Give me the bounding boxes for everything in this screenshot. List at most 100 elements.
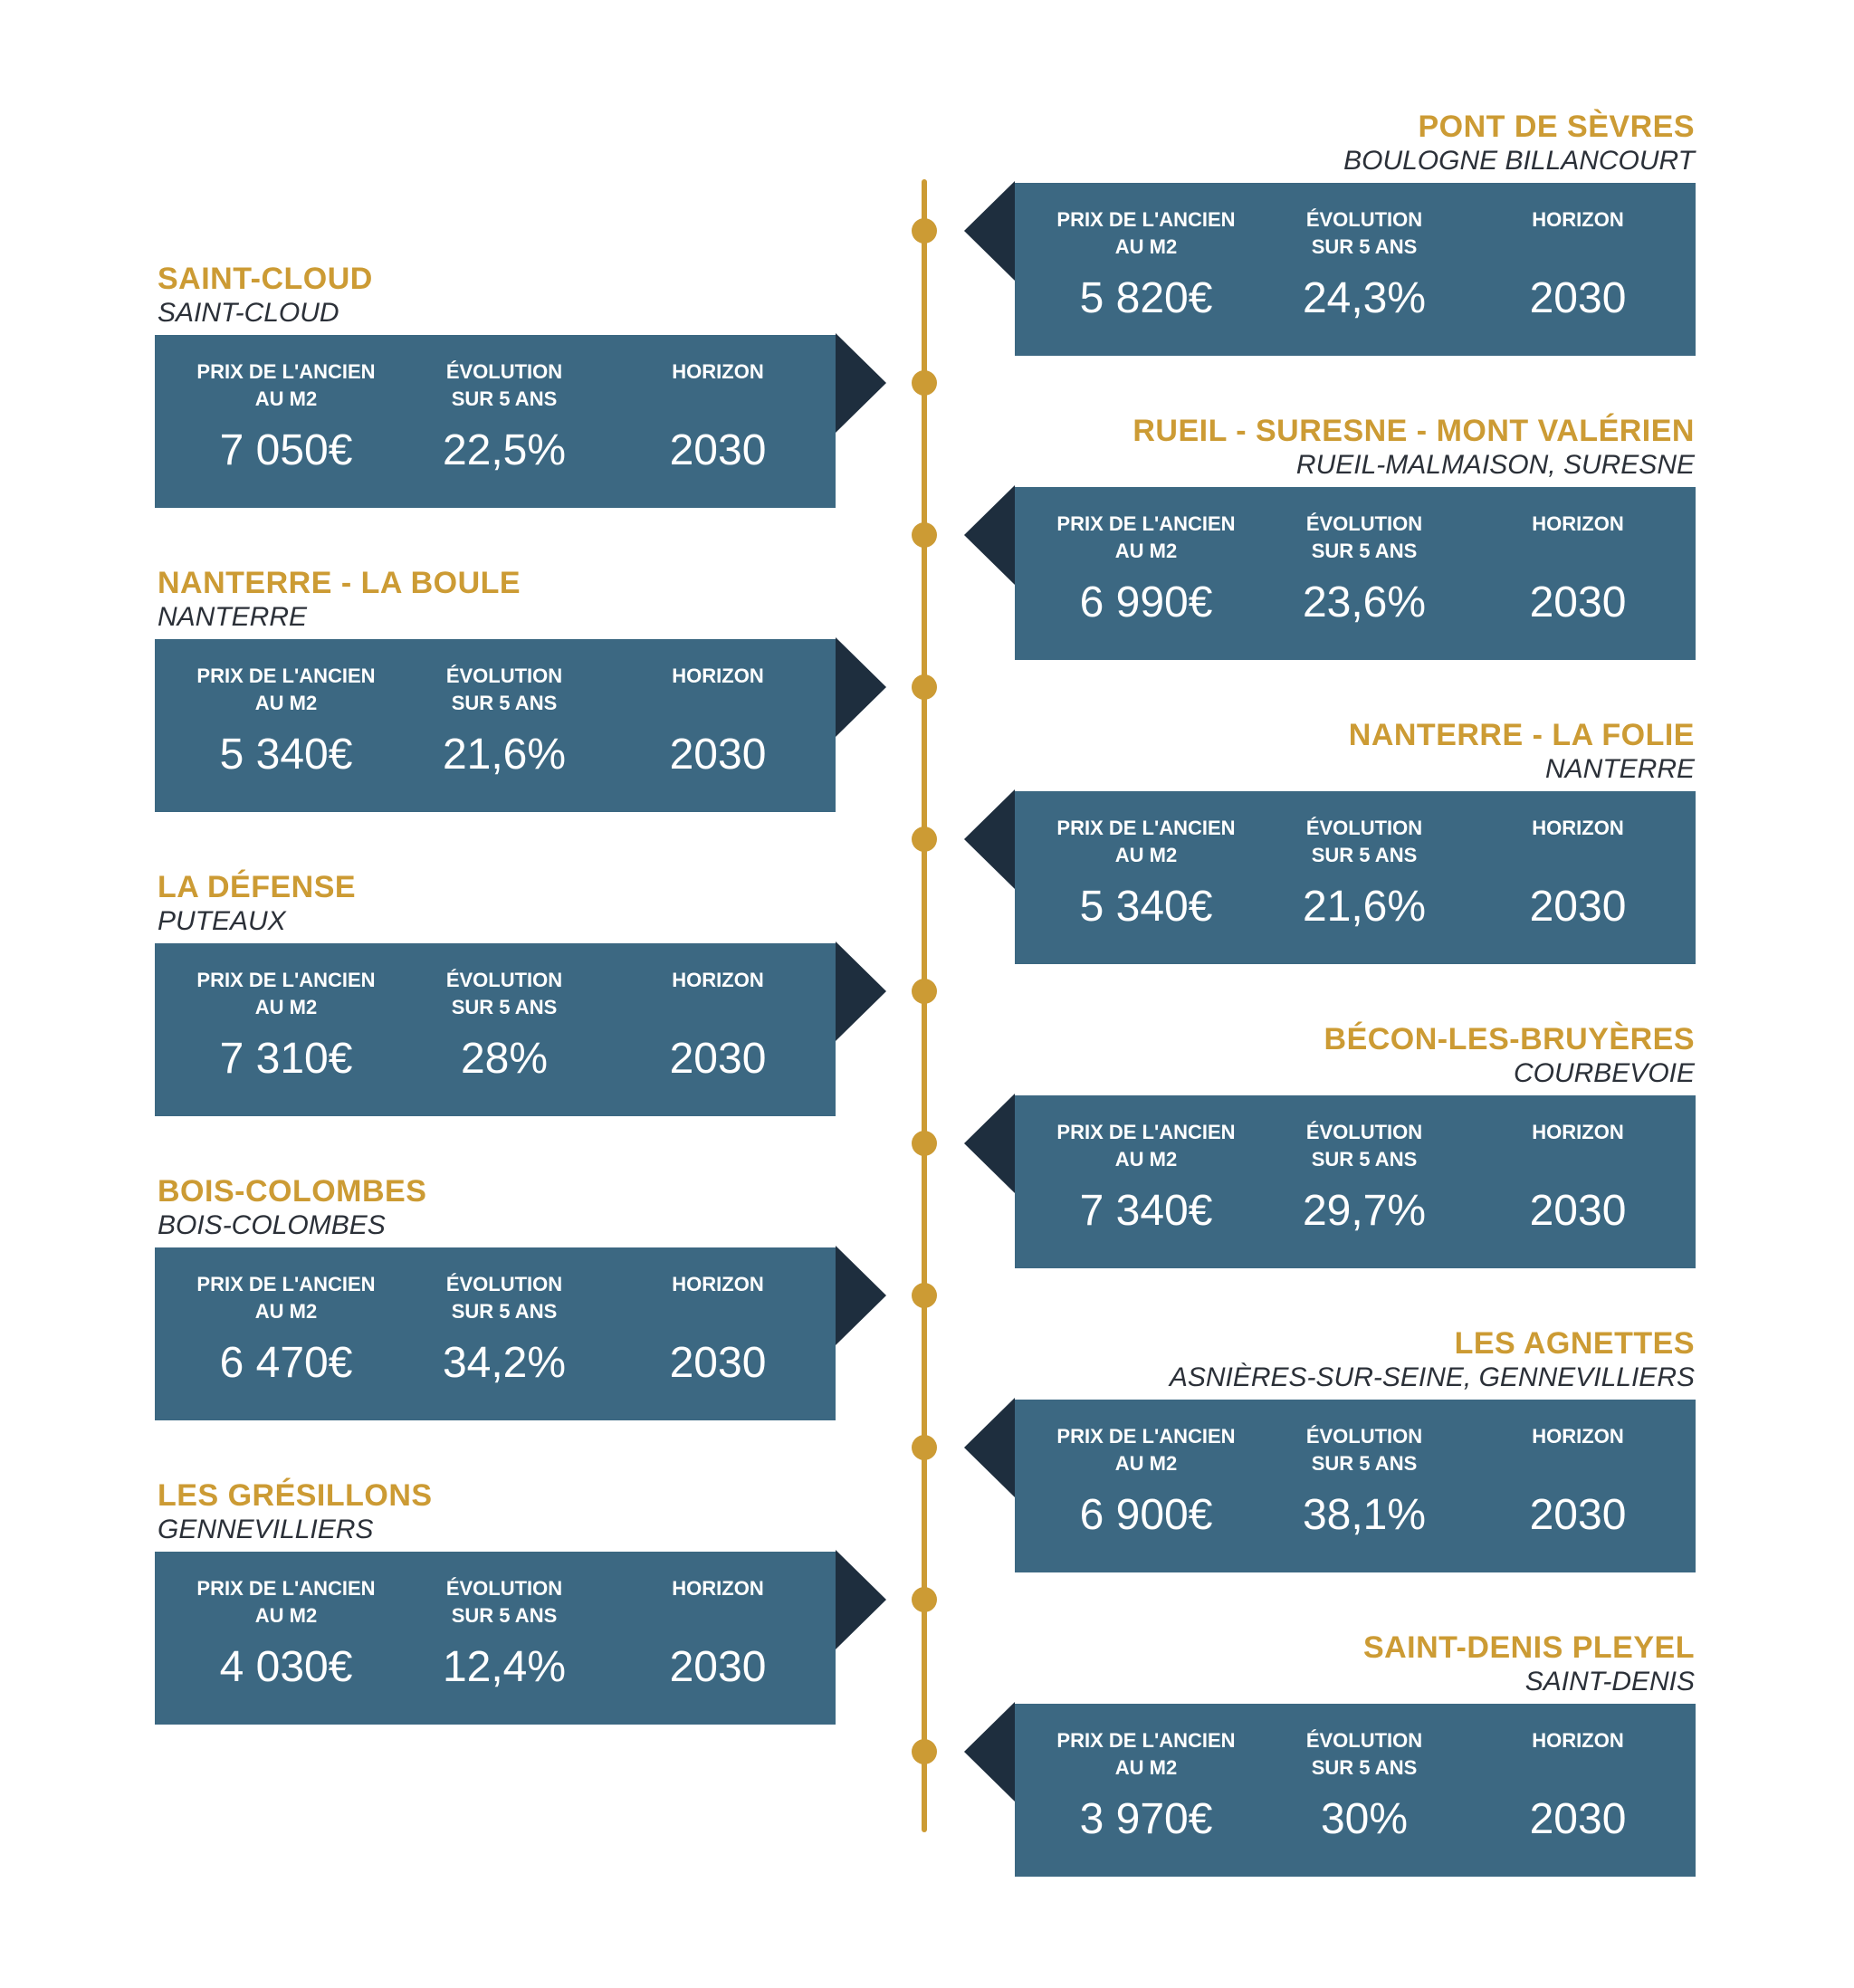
- evolution-label: ÉVOLUTION SUR 5 ANS: [445, 360, 563, 410]
- station-stats-box: PRIX DE L'ANCIEN AU M2 5 340€ ÉVOLUTION SU…: [1015, 791, 1696, 964]
- horizon-value: 2030: [1529, 1795, 1627, 1843]
- evolution-metric: ÉVOLUTION SUR 5 ANS 23,6%: [1256, 487, 1473, 660]
- evolution-metric: ÉVOLUTION SUR 5 ANS 21,6%: [396, 639, 613, 812]
- evolution-value: 28%: [460, 1035, 549, 1083]
- price-label: PRIX DE L'ANCIEN AU M2: [196, 1577, 376, 1627]
- price-metric: PRIX DE L'ANCIEN AU M2 7 050€: [177, 335, 395, 508]
- evolution-label: ÉVOLUTION SUR 5 ANS: [1305, 1121, 1423, 1171]
- price-metric: PRIX DE L'ANCIEN AU M2 7 310€: [177, 943, 395, 1116]
- station-subtitle: BOIS-COLOMBES: [158, 1210, 386, 1240]
- station-title: LES GRÉSILLONS: [158, 1478, 433, 1513]
- card-pointer-arrow: [964, 789, 1015, 889]
- station-stats-box: PRIX DE L'ANCIEN AU M2 3 970€ ÉVOLUTION SU…: [1015, 1704, 1696, 1877]
- price-label: PRIX DE L'ANCIEN AU M2: [196, 664, 376, 714]
- horizon-metric: HORIZON 2030: [609, 335, 827, 508]
- card-pointer-arrow: [836, 941, 886, 1041]
- price-label: PRIX DE L'ANCIEN AU M2: [196, 1273, 376, 1323]
- horizon-value: 2030: [669, 1035, 767, 1083]
- card-pointer-arrow: [964, 1702, 1015, 1802]
- station-subtitle: SAINT-CLOUD: [158, 298, 339, 328]
- horizon-value: 2030: [669, 731, 767, 779]
- price-value: 5 820€: [1079, 274, 1213, 322]
- price-value: 5 340€: [1079, 883, 1213, 931]
- station-stats-box: PRIX DE L'ANCIEN AU M2 6 470€ ÉVOLUTION SU…: [155, 1247, 836, 1420]
- station-title: NANTERRE - LA BOULE: [158, 566, 521, 600]
- price-label: PRIX DE L'ANCIEN AU M2: [196, 360, 376, 410]
- horizon-value: 2030: [669, 1643, 767, 1691]
- evolution-label: ÉVOLUTION SUR 5 ANS: [1305, 1425, 1423, 1475]
- horizon-label: HORIZON: [1532, 1729, 1624, 1752]
- horizon-metric: HORIZON 2030: [1469, 791, 1687, 964]
- horizon-value: 2030: [669, 426, 767, 474]
- evolution-metric: ÉVOLUTION SUR 5 ANS 38,1%: [1256, 1400, 1473, 1572]
- timeline-dot: [912, 1283, 937, 1308]
- evolution-value: 23,6%: [1302, 578, 1427, 626]
- price-value: 3 970€: [1079, 1795, 1213, 1843]
- evolution-value: 30%: [1320, 1795, 1409, 1843]
- price-value: 4 030€: [219, 1643, 353, 1691]
- price-label: PRIX DE L'ANCIEN AU M2: [1056, 1121, 1236, 1171]
- station-subtitle: RUEIL-MALMAISON, SURESNE: [1295, 450, 1695, 480]
- horizon-label: HORIZON: [672, 969, 764, 991]
- station-subtitle: COURBEVOIE: [1513, 1058, 1695, 1088]
- station-stats-box: PRIX DE L'ANCIEN AU M2 5 340€ ÉVOLUTION SU…: [155, 639, 836, 812]
- station-title: NANTERRE - LA FOLIE: [1348, 718, 1695, 752]
- horizon-metric: HORIZON 2030: [609, 943, 827, 1116]
- station-subtitle: GENNEVILLIERS: [158, 1515, 374, 1544]
- station-subtitle: PUTEAUX: [158, 906, 286, 936]
- horizon-label: HORIZON: [1532, 817, 1624, 839]
- evolution-label: ÉVOLUTION SUR 5 ANS: [1305, 1729, 1423, 1779]
- price-metric: PRIX DE L'ANCIEN AU M2 4 030€: [177, 1552, 395, 1725]
- station-subtitle: BOULOGNE BILLANCOURT: [1343, 146, 1695, 176]
- price-label: PRIX DE L'ANCIEN AU M2: [1056, 1425, 1236, 1475]
- evolution-label: ÉVOLUTION SUR 5 ANS: [445, 1577, 563, 1627]
- evolution-metric: ÉVOLUTION SUR 5 ANS 29,7%: [1256, 1095, 1473, 1268]
- price-value: 7 050€: [219, 426, 353, 474]
- price-value: 6 990€: [1079, 578, 1213, 626]
- evolution-metric: ÉVOLUTION SUR 5 ANS 21,6%: [1256, 791, 1473, 964]
- station-stats-box: PRIX DE L'ANCIEN AU M2 6 990€ ÉVOLUTION SU…: [1015, 487, 1696, 660]
- card-pointer-arrow: [964, 1094, 1015, 1193]
- timeline-dot: [912, 218, 937, 244]
- card-pointer-arrow: [836, 1246, 886, 1345]
- horizon-label: HORIZON: [1532, 1425, 1624, 1448]
- card-pointer-arrow: [836, 1550, 886, 1649]
- horizon-value: 2030: [1529, 274, 1627, 322]
- evolution-label: ÉVOLUTION SUR 5 ANS: [1305, 512, 1423, 562]
- station-stats-box: PRIX DE L'ANCIEN AU M2 6 900€ ÉVOLUTION SU…: [1015, 1400, 1696, 1572]
- timeline-dot: [912, 1435, 937, 1460]
- horizon-value: 2030: [1529, 883, 1627, 931]
- horizon-label: HORIZON: [672, 1577, 764, 1600]
- horizon-value: 2030: [1529, 1187, 1627, 1235]
- horizon-metric: HORIZON 2030: [609, 1552, 827, 1725]
- price-value: 7 340€: [1079, 1187, 1213, 1235]
- evolution-value: 29,7%: [1302, 1187, 1427, 1235]
- price-metric: PRIX DE L'ANCIEN AU M2 6 900€: [1037, 1400, 1255, 1572]
- timeline-dot: [912, 522, 937, 548]
- price-label: PRIX DE L'ANCIEN AU M2: [1056, 817, 1236, 866]
- station-title: SAINT-DENIS PLEYEL: [1362, 1630, 1695, 1665]
- evolution-value: 21,6%: [442, 731, 567, 779]
- horizon-metric: HORIZON 2030: [1469, 183, 1687, 356]
- evolution-value: 12,4%: [442, 1643, 567, 1691]
- horizon-label: HORIZON: [1532, 1121, 1624, 1143]
- horizon-label: HORIZON: [1532, 512, 1624, 535]
- evolution-value: 34,2%: [442, 1339, 567, 1387]
- timeline-line: [922, 179, 927, 1832]
- station-title: PONT DE SÈVRES: [1418, 110, 1695, 144]
- evolution-metric: ÉVOLUTION SUR 5 ANS 34,2%: [396, 1247, 613, 1420]
- price-label: PRIX DE L'ANCIEN AU M2: [1056, 1729, 1236, 1779]
- station-stats-box: PRIX DE L'ANCIEN AU M2 5 820€ ÉVOLUTION SU…: [1015, 183, 1696, 356]
- station-subtitle: SAINT-DENIS: [1524, 1667, 1695, 1696]
- price-label: PRIX DE L'ANCIEN AU M2: [196, 969, 376, 1018]
- price-metric: PRIX DE L'ANCIEN AU M2 3 970€: [1037, 1704, 1255, 1877]
- timeline-dot: [912, 1739, 937, 1764]
- station-subtitle: NANTERRE: [158, 602, 308, 632]
- horizon-label: HORIZON: [1532, 208, 1624, 231]
- timeline-dot: [912, 370, 937, 396]
- station-title: LES AGNETTES: [1454, 1326, 1695, 1361]
- timeline-dot: [912, 1131, 937, 1156]
- station-subtitle: NANTERRE: [1544, 754, 1695, 784]
- price-label: PRIX DE L'ANCIEN AU M2: [1056, 208, 1236, 258]
